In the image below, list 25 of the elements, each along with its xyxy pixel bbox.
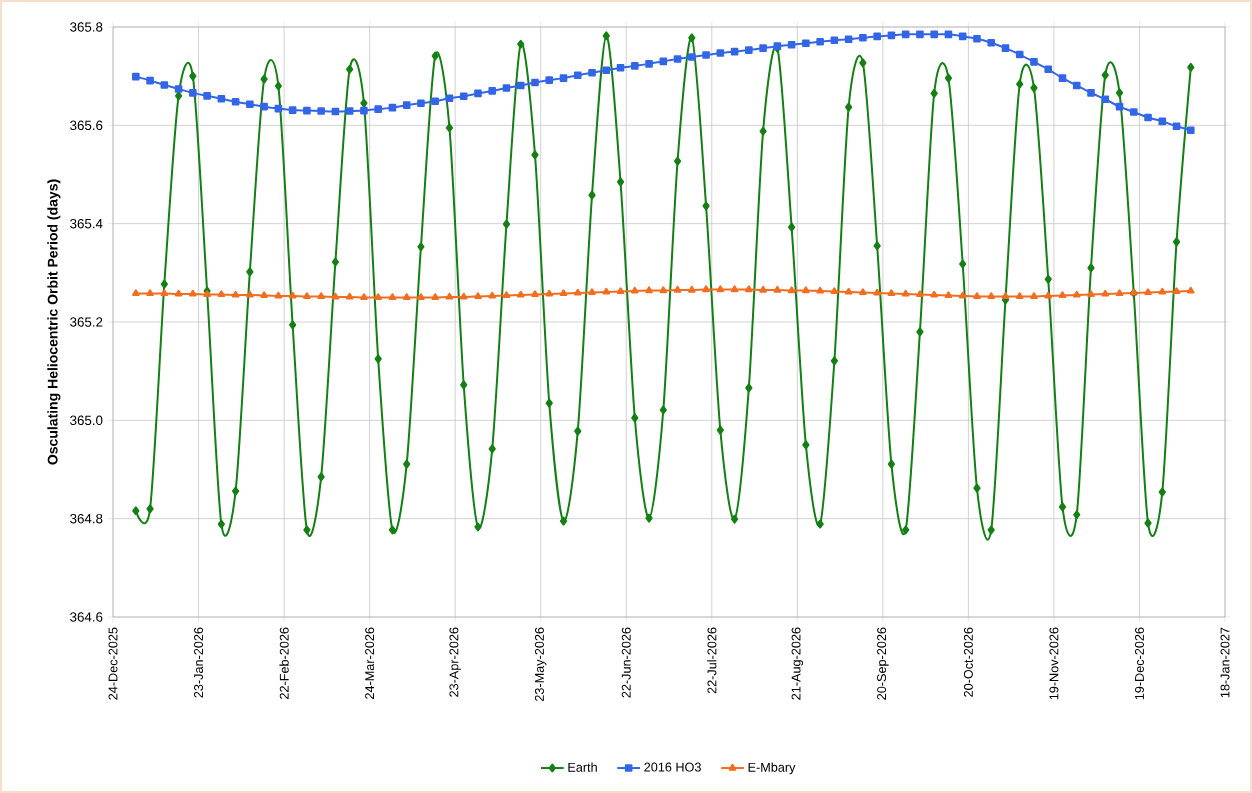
y-tick-label: 365.6 xyxy=(70,120,103,131)
x-tick-label: 23-Jan-2026 xyxy=(194,627,204,698)
y-tick-label: 365.4 xyxy=(70,218,103,229)
x-tick-label: 23-May-2026 xyxy=(534,627,547,702)
x-tick-label: 20-Sep-2026 xyxy=(877,627,889,700)
y-tick-label: 364.8 xyxy=(70,513,103,524)
x-tick-label: 22-Jun-2026 xyxy=(621,627,631,698)
y-axis-title: Osculating Heliocentric Orbit Period (days) xyxy=(47,179,61,465)
x-tick-label: 20-Oct-2026 xyxy=(963,627,973,697)
x-tick-label: 22-Jul-2026 xyxy=(707,627,717,694)
y-tick-label: 365.0 xyxy=(70,415,103,426)
y-tick-label: 365.2 xyxy=(70,317,103,327)
x-tick-label: 19-Nov-2026 xyxy=(1049,627,1059,700)
x-tick-label: 19-Dec-2026 xyxy=(1134,627,1144,700)
x-tick-label: 24-Mar-2026 xyxy=(365,627,375,699)
legend-label: Earth xyxy=(568,762,597,772)
y-tick-label: 365.8 xyxy=(70,22,103,32)
x-tick-label: 23-Apr-2026 xyxy=(449,627,461,697)
legend-label: E-Mbary xyxy=(748,762,796,775)
x-tick-label: 22-Feb-2026 xyxy=(279,627,289,699)
y-tick-label: 364.6 xyxy=(70,612,103,622)
x-tick-label: 18-Jan-2027 xyxy=(1220,627,1230,698)
legend-label: 2016 HO3 xyxy=(644,762,701,772)
x-tick-label: 24-Dec-2025 xyxy=(108,627,118,700)
x-tick-label: 21-Aug-2026 xyxy=(791,627,804,700)
